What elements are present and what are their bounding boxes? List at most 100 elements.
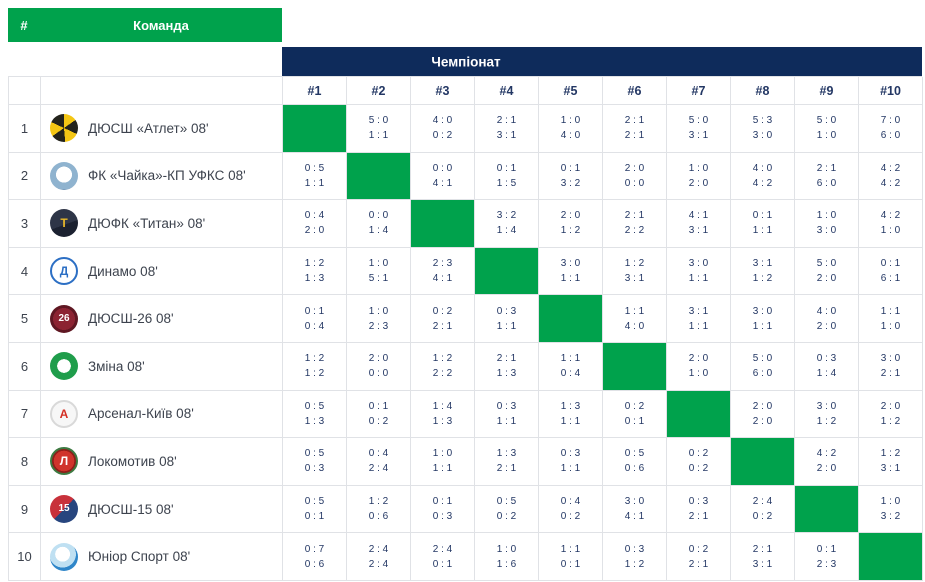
team-cell[interactable]: Д Динамо 08'	[41, 247, 283, 296]
score-second-leg: 4 : 2	[752, 177, 773, 189]
score-first-leg: 2 : 0	[752, 400, 773, 412]
team-cell[interactable]: Зміна 08'	[41, 342, 283, 391]
score-first-leg: 4 : 2	[880, 210, 901, 222]
score-first-leg: 1 : 1	[624, 305, 645, 317]
score-first-leg: 1 : 4	[432, 400, 453, 412]
team-cell[interactable]: А Арсенал-Київ 08'	[41, 390, 283, 439]
row-rank: 8	[9, 438, 41, 486]
result-cell: 1 : 0 5 : 1	[347, 247, 411, 296]
score-second-leg: 3 : 1	[880, 463, 901, 475]
score-first-leg: 7 : 0	[880, 115, 901, 127]
dyussh26-club-logo: 26	[50, 304, 78, 333]
score-first-leg: 2 : 0	[688, 353, 709, 365]
score-second-leg: 2 : 4	[368, 558, 389, 570]
team-cell[interactable]: Т ДЮФК «Титан» 08'	[41, 200, 283, 248]
rank-header-cell	[9, 77, 41, 105]
score-first-leg: 2 : 1	[752, 543, 773, 555]
result-cell: 2 : 4 0 : 2	[731, 485, 795, 534]
score-first-leg: 0 : 5	[496, 496, 517, 508]
score-second-leg: 3 : 2	[560, 177, 581, 189]
round-header-7: #7	[667, 77, 731, 105]
result-cell: 2 : 0 0 : 0	[347, 342, 411, 391]
score-second-leg: 1 : 1	[432, 463, 453, 475]
score-second-leg: 0 : 3	[432, 511, 453, 523]
score-second-leg: 0 : 1	[560, 558, 581, 570]
result-cell: 5 : 0 1 : 1	[347, 105, 411, 153]
score-second-leg: 4 : 1	[624, 511, 645, 523]
result-cell: 0 : 4 2 : 0	[283, 200, 347, 248]
result-cell: 3 : 0 4 : 1	[603, 485, 667, 534]
score-second-leg: 1 : 2	[880, 415, 901, 427]
score-second-leg: 1 : 1	[560, 273, 581, 285]
result-cell: 4 : 0 2 : 0	[795, 295, 859, 343]
team-cell[interactable]: Л Локомотив 08'	[41, 438, 283, 486]
row-rank: 6	[9, 342, 41, 391]
score-first-leg: 3 : 0	[816, 400, 837, 412]
result-cell: 0 : 5 0 : 1	[283, 485, 347, 534]
result-cell: 0 : 5 0 : 6	[603, 438, 667, 486]
result-cell: 2 : 0 1 : 2	[859, 390, 923, 439]
score-first-leg: 1 : 0	[688, 162, 709, 174]
score-second-leg: 4 : 2	[880, 177, 901, 189]
score-first-leg: 2 : 4	[752, 496, 773, 508]
score-second-leg: 0 : 2	[560, 511, 581, 523]
team-cell[interactable]: ФК «Чайка»-КП УФКС 08'	[41, 152, 283, 201]
zmina-club-logo	[50, 352, 78, 381]
team-column-header: Команда	[133, 17, 189, 33]
result-cell: 1 : 1 1 : 0	[859, 295, 923, 343]
round-header-4: #4	[475, 77, 539, 105]
score-second-leg: 1 : 1	[560, 463, 581, 475]
score-first-leg: 2 : 1	[496, 353, 517, 365]
score-second-leg: 2 : 0	[688, 177, 709, 189]
result-cell: 0 : 1 1 : 1	[731, 200, 795, 248]
round-header-3: #3	[411, 77, 475, 105]
score-second-leg: 2 : 1	[624, 130, 645, 142]
result-cell: 2 : 1 3 : 1	[731, 533, 795, 581]
score-first-leg: 0 : 3	[496, 305, 517, 317]
score-second-leg: 1 : 1	[688, 273, 709, 285]
result-cell: 0 : 1 6 : 1	[859, 247, 923, 296]
score-first-leg: 5 : 0	[816, 115, 837, 127]
team-cell[interactable]: ДЮСШ «Атлет» 08'	[41, 105, 283, 153]
score-second-leg: 3 : 1	[688, 130, 709, 142]
result-cell: 3 : 0 1 : 1	[539, 247, 603, 296]
score-first-leg: 1 : 2	[624, 258, 645, 270]
score-second-leg: 3 : 1	[688, 225, 709, 237]
score-second-leg: 2 : 2	[624, 225, 645, 237]
result-cell: 2 : 1 2 : 1	[603, 105, 667, 153]
score-first-leg: 2 : 0	[624, 162, 645, 174]
row-rank: 1	[9, 105, 41, 153]
result-cell: 5 : 3 3 : 0	[731, 105, 795, 153]
team-cell[interactable]: 26 ДЮСШ-26 08'	[41, 295, 283, 343]
score-second-leg: 3 : 1	[752, 558, 773, 570]
result-cell: 4 : 0 0 : 2	[411, 105, 475, 153]
score-second-leg: 2 : 0	[816, 273, 837, 285]
score-first-leg: 1 : 3	[560, 400, 581, 412]
score-first-leg: 1 : 1	[560, 353, 581, 365]
round-header-5: #5	[539, 77, 603, 105]
score-second-leg: 2 : 0	[816, 463, 837, 475]
score-second-leg: 1 : 2	[304, 368, 325, 380]
result-cell: 2 : 1 1 : 3	[475, 342, 539, 391]
score-second-leg: 1 : 3	[304, 273, 325, 285]
score-second-leg: 3 : 0	[752, 130, 773, 142]
junior-sport-club-logo	[50, 542, 78, 571]
team-cell[interactable]: Юніор Спорт 08'	[41, 533, 283, 581]
score-first-leg: 0 : 2	[432, 305, 453, 317]
score-second-leg: 0 : 0	[624, 177, 645, 189]
score-second-leg: 0 : 6	[304, 558, 325, 570]
result-cell: 4 : 0 4 : 2	[731, 152, 795, 201]
result-cell: 0 : 1 0 : 2	[347, 390, 411, 439]
team-cell[interactable]: 15 ДЮСШ-15 08'	[41, 485, 283, 534]
result-cell: 0 : 3 1 : 2	[603, 533, 667, 581]
result-cell: 0 : 1 1 : 5	[475, 152, 539, 201]
score-first-leg: 0 : 2	[688, 448, 709, 460]
score-second-leg: 0 : 1	[624, 415, 645, 427]
result-cell: 0 : 2 2 : 1	[411, 295, 475, 343]
result-cell: 2 : 1 3 : 1	[475, 105, 539, 153]
score-second-leg: 1 : 0	[816, 130, 837, 142]
score-second-leg: 1 : 3	[496, 368, 517, 380]
diagonal-cell	[667, 390, 731, 439]
score-second-leg: 0 : 2	[752, 511, 773, 523]
result-cell: 3 : 0 1 : 2	[795, 390, 859, 439]
